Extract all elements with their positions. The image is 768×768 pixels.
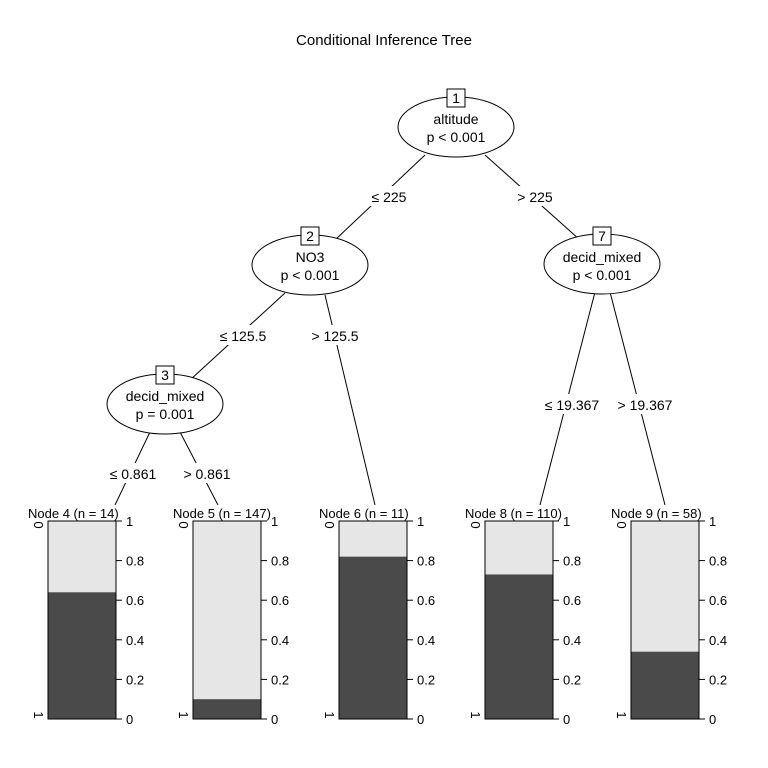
axis-tick-label: 0	[417, 712, 424, 727]
bar-segment-dark	[339, 556, 407, 719]
edge-label-1-left: ≤ 225	[372, 189, 407, 205]
axis-tick-label: 1	[417, 514, 424, 529]
left-axis-top-label: 0	[322, 521, 337, 528]
bar-frame	[484, 520, 554, 720]
axis-tick-label: 0.2	[271, 672, 289, 687]
axis-tick-label: 0.6	[417, 593, 435, 608]
node-pvalue-7: p < 0.001	[573, 267, 632, 283]
bar-segment-light	[193, 521, 261, 700]
node-pvalue-2: p < 0.001	[281, 267, 340, 283]
bar-segment-dark	[485, 574, 553, 719]
axis-tick-label: 0.6	[126, 593, 144, 608]
left-axis-bottom-label: 1	[322, 711, 337, 718]
axis-tick-label: 0.8	[709, 554, 727, 569]
bar-segment-dark	[48, 592, 116, 719]
left-axis-top-label: 0	[468, 521, 483, 528]
axis-tick-label: 1	[271, 514, 278, 529]
node-variable-1: altitude	[433, 111, 478, 127]
terminal-node-label: Node 4 (n = 14)	[28, 506, 119, 521]
axis-tick-label: 1	[709, 514, 716, 529]
bar-frame	[47, 520, 117, 720]
axis-tick-label: 0.2	[709, 672, 727, 687]
terminal-node-label: Node 8 (n = 110)	[465, 506, 562, 521]
node-variable-3: decid_mixed	[126, 388, 205, 404]
axis-tick-label: 0.8	[563, 554, 581, 569]
edge-label-7-right: > 19.367	[618, 397, 673, 413]
bar-segment-light	[48, 521, 116, 593]
bar-segment-light	[631, 521, 699, 652]
edge-label-2-left: ≤ 125.5	[220, 328, 267, 344]
left-axis-top-label: 0	[614, 521, 629, 528]
chart-title: Conditional Inference Tree	[296, 32, 472, 49]
axis-tick-label: 0.4	[417, 633, 435, 648]
axis-tick-label: 0.4	[709, 633, 727, 648]
axis-tick-label: 1	[126, 514, 133, 529]
edge-label-3-left: ≤ 0.861	[110, 466, 157, 482]
axis-tick-label: 0.2	[417, 672, 435, 687]
node-id-1: 1	[452, 90, 460, 106]
node-id-3: 3	[161, 367, 169, 383]
edge-label-1-right: > 225	[517, 189, 553, 205]
axis-tick-label: 0	[271, 712, 278, 727]
axis-tick-label: 0.6	[271, 593, 289, 608]
axis-tick-label: 0	[563, 712, 570, 727]
axis-tick-label: 0.4	[563, 633, 581, 648]
axis-tick-label: 0.8	[271, 554, 289, 569]
bar-frame	[630, 520, 700, 720]
axis-tick-label: 0	[709, 712, 716, 727]
axis-tick-label: 0.8	[417, 554, 435, 569]
bar-segment-dark	[193, 699, 261, 719]
bar-frame	[192, 520, 262, 720]
axis-tick-label: 0.6	[563, 593, 581, 608]
inner-node-7: 7 decid_mixed p < 0.001	[543, 226, 661, 295]
terminal-node-label: Node 9 (n = 58)	[611, 506, 702, 521]
left-axis-bottom-label: 1	[31, 711, 46, 718]
edge-labels: ≤ 225 > 225 ≤ 125.5 > 125.5 ≤ 0.861 > 0.…	[104, 186, 680, 483]
axis-tick-label: 0.2	[126, 672, 144, 687]
node-pvalue-3: p = 0.001	[136, 406, 195, 422]
bar-segment-light	[485, 521, 553, 575]
node-pvalue-1: p < 0.001	[427, 129, 486, 145]
axis-tick-label: 0.4	[271, 633, 289, 648]
left-axis-bottom-label: 1	[614, 711, 629, 718]
bar-segment-dark	[631, 651, 699, 719]
edge-label-3-right: > 0.861	[183, 466, 230, 482]
inner-node-3: 3 decid_mixed p = 0.001	[106, 365, 224, 435]
edges	[114, 154, 666, 506]
bar-frame	[338, 520, 408, 720]
terminal-node-label: Node 5 (n = 147)	[173, 506, 271, 521]
node-id-2: 2	[306, 228, 314, 244]
edge-label-2-right: > 125.5	[311, 328, 358, 344]
left-axis-top-label: 0	[31, 521, 46, 528]
left-axis-top-label: 0	[176, 521, 191, 528]
axis-tick-label: 0.4	[126, 633, 144, 648]
bar-segment-light	[339, 521, 407, 557]
axis-tick-label: 0.8	[126, 554, 144, 569]
axis-tick-label: 1	[563, 514, 570, 529]
edge-label-7-left: ≤ 19.367	[545, 397, 600, 413]
terminal-node-label: Node 6 (n = 11)	[319, 506, 409, 521]
node-id-7: 7	[598, 228, 606, 244]
left-axis-bottom-label: 1	[176, 711, 191, 718]
node-variable-7: decid_mixed	[563, 249, 642, 265]
inner-node-1: 1 altitude p < 0.001	[397, 88, 515, 158]
axis-tick-label: 0	[126, 712, 133, 727]
left-axis-bottom-label: 1	[468, 711, 483, 718]
axis-tick-label: 0.2	[563, 672, 581, 687]
node-variable-2: NO3	[296, 249, 325, 265]
axis-tick-label: 0.6	[709, 593, 727, 608]
inner-node-2: 2 NO3 p < 0.001	[251, 226, 369, 296]
